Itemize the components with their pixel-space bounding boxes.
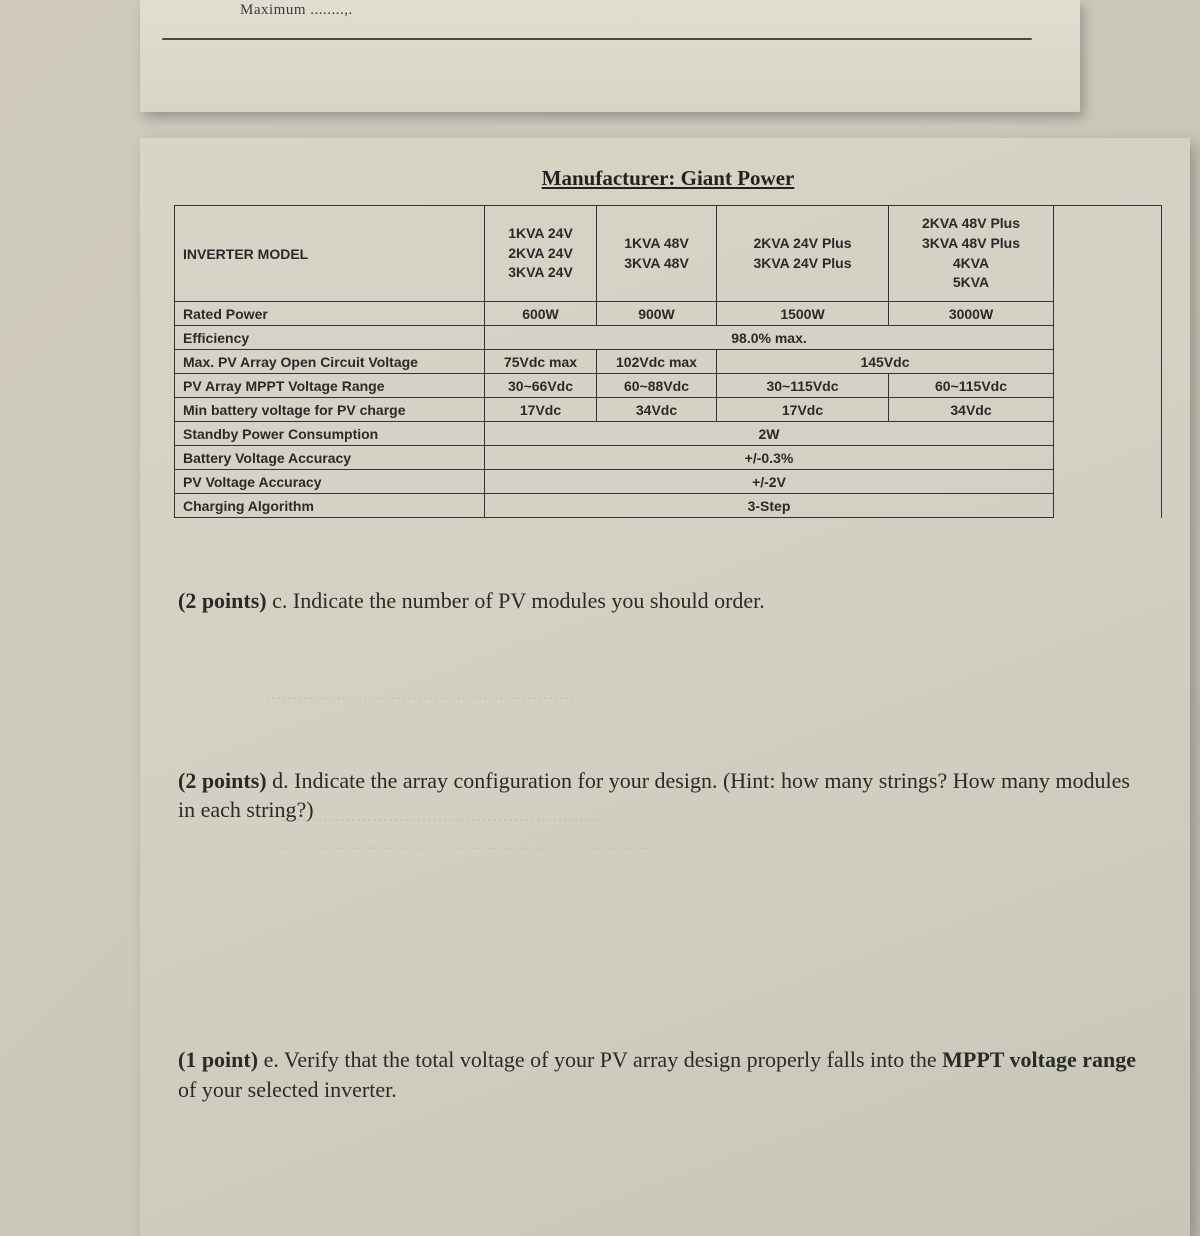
row-mppt-label: PV Array MPPT Voltage Range [175, 374, 485, 398]
q-d-text: Indicate the array configuration for you… [178, 768, 1130, 823]
header-col3: 2KVA 24V Plus 3KVA 24V Plus [717, 206, 889, 302]
q-c-points: (2 points) [178, 588, 267, 613]
horizontal-rule [162, 38, 1032, 40]
q-e-letter: e. [258, 1047, 279, 1072]
question-d: (2 points) d. Indicate the array configu… [178, 766, 1144, 825]
battacc-value: +/-0.3% [485, 446, 1054, 470]
rated-power-3: 3000W [889, 302, 1054, 326]
partial-text: Maximum ........,. [240, 2, 353, 19]
top-page-strip: Maximum ........,. [140, 0, 1080, 112]
mppt-1: 60~88Vdc [597, 374, 717, 398]
row-battacc-label: Battery Voltage Accuracy [175, 446, 485, 470]
hdr-c4-0: 2KVA 48V Plus [922, 214, 1020, 234]
q-c-letter: c. [267, 588, 288, 613]
row-pvacc-label: PV Voltage Accuracy [175, 470, 485, 494]
hdr-c1-1: 2KVA 24V [508, 244, 573, 264]
q-e-text-b: of your selected inverter. [178, 1077, 397, 1102]
hdr-c3-0: 2KVA 24V Plus [753, 234, 851, 254]
row-minbatt-label: Min battery voltage for PV charge [175, 398, 485, 422]
hdr-c2-0: 1KVA 48V [624, 234, 689, 254]
q-d-letter: d. [267, 768, 289, 793]
minbatt-2: 17Vdc [717, 398, 889, 422]
row-standby-label: Standby Power Consumption [175, 422, 485, 446]
algo-value: 3-Step [485, 494, 1054, 518]
questions-block: (2 points) c. Indicate the number of PV … [178, 586, 1144, 1104]
page: Maximum ........,. Manufacturer: Giant P… [0, 0, 1200, 1236]
question-c: (2 points) c. Indicate the number of PV … [178, 586, 1144, 616]
q-e-points: (1 point) [178, 1047, 258, 1072]
row-rated-power-label: Rated Power [175, 302, 485, 326]
pvacc-value: +/-2V [485, 470, 1054, 494]
hdr-c1-0: 1KVA 24V [508, 224, 573, 244]
maxpvoc-1: 102Vdc max [597, 350, 717, 374]
hdr-c4-3: 5KVA [953, 273, 989, 293]
hdr-c4-1: 3KVA 48V Plus [922, 234, 1020, 254]
q-e-text-a: Verify that the total voltage of your PV… [279, 1047, 942, 1072]
q-e-bold: MPPT voltage range [942, 1047, 1136, 1072]
maxpvoc-span: 145Vdc [717, 350, 1054, 374]
efficiency-value: 98.0% max. [485, 326, 1054, 350]
hdr-c2-1: 3KVA 48V [624, 254, 689, 274]
spec-table: INVERTER MODEL 1KVA 24V 2KVA 24V 3KVA 24… [174, 205, 1162, 518]
main-sheet: Manufacturer: Giant Power INVERTER MODEL… [140, 138, 1190, 1236]
mppt-3: 60~115Vdc [889, 374, 1054, 398]
hdr-c3-1: 3KVA 24V Plus [753, 254, 851, 274]
q-d-points: (2 points) [178, 768, 267, 793]
question-e: (1 point) e. Verify that the total volta… [178, 1045, 1144, 1104]
minbatt-1: 34Vdc [597, 398, 717, 422]
row-maxpvoc-label: Max. PV Array Open Circuit Voltage [175, 350, 485, 374]
row-algo-label: Charging Algorithm [175, 494, 485, 518]
row-efficiency-label: Efficiency [175, 326, 485, 350]
header-col2: 1KVA 48V 3KVA 48V [597, 206, 717, 302]
standby-value: 2W [485, 422, 1054, 446]
minbatt-0: 17Vdc [485, 398, 597, 422]
header-col1: 1KVA 24V 2KVA 24V 3KVA 24V [485, 206, 597, 302]
mppt-2: 30~115Vdc [717, 374, 889, 398]
minbatt-3: 34Vdc [889, 398, 1054, 422]
hdr-c4-2: 4KVA [953, 254, 989, 274]
table-title: Manufacturer: Giant Power [174, 166, 1162, 191]
header-label: INVERTER MODEL [175, 206, 485, 302]
rated-power-0: 600W [485, 302, 597, 326]
hdr-c1-2: 3KVA 24V [508, 263, 573, 283]
maxpvoc-0: 75Vdc max [485, 350, 597, 374]
rated-power-1: 900W [597, 302, 717, 326]
mppt-0: 30~66Vdc [485, 374, 597, 398]
q-c-text: Indicate the number of PV modules you sh… [287, 588, 764, 613]
header-col4: 2KVA 48V Plus 3KVA 48V Plus 4KVA 5KVA [889, 206, 1054, 302]
rated-power-2: 1500W [717, 302, 889, 326]
